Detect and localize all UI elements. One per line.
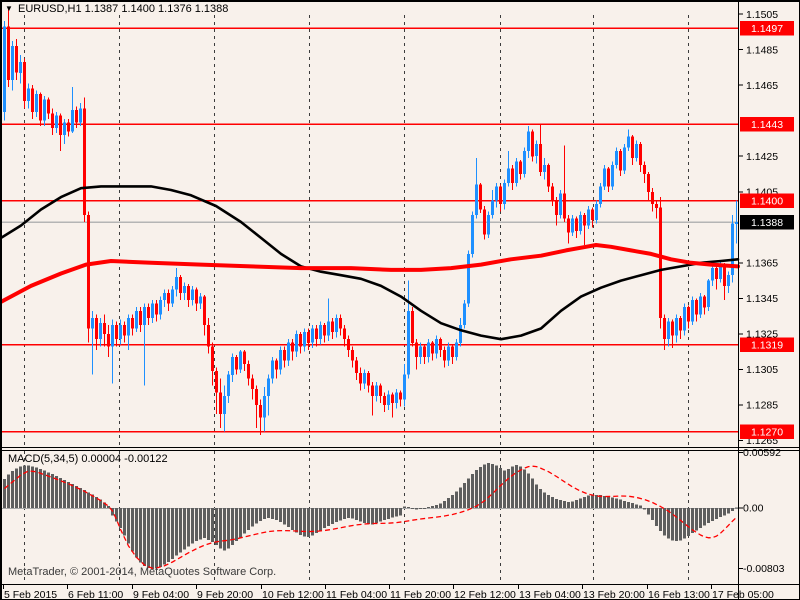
svg-text:-0.00803: -0.00803 [743,563,785,575]
svg-text:1.1443: 1.1443 [751,119,783,131]
level-lines[interactable] [1,27,738,433]
svg-text:1.1465: 1.1465 [746,80,778,92]
svg-text:1.1365: 1.1365 [746,258,778,270]
svg-text:1.1285: 1.1285 [746,400,778,412]
macd-histogram [3,463,738,569]
svg-text:17 Feb 05:00: 17 Feb 05:00 [712,589,774,600]
svg-text:1.1388: 1.1388 [751,217,783,229]
candles [3,7,738,436]
symbol-dropdown-icon[interactable]: ▼ [5,4,13,13]
macd-signal-line [4,465,737,570]
svg-text:13 Feb 04:00: 13 Feb 04:00 [519,589,581,600]
svg-text:11 Feb 04:00: 11 Feb 04:00 [326,589,387,600]
svg-text:1.1485: 1.1485 [746,45,778,57]
svg-text:1.1305: 1.1305 [746,364,778,376]
svg-text:12 Feb 12:00: 12 Feb 12:00 [454,589,516,600]
svg-text:13 Feb 20:00: 13 Feb 20:00 [583,589,645,600]
svg-text:10 Feb 12:00: 10 Feb 12:00 [262,589,324,600]
svg-text:5 Feb 2015: 5 Feb 2015 [4,589,57,600]
svg-text:1.1319: 1.1319 [751,339,783,351]
svg-text:11 Feb 20:00: 11 Feb 20:00 [390,589,451,600]
svg-text:9 Feb 20:00: 9 Feb 20:00 [197,589,253,600]
svg-text:1.1497: 1.1497 [751,23,783,35]
time-axis[interactable]: 5 Feb 2015 6 Feb 11:00 9 Feb 04:00 9 Feb 20… [3,585,775,600]
ma-red-line [1,243,740,304]
svg-text:9 Feb 04:00: 9 Feb 04:00 [133,589,189,600]
svg-text:0.00: 0.00 [743,503,764,515]
svg-text:16 Feb 13:00: 16 Feb 13:00 [648,589,710,600]
svg-text:1.1270: 1.1270 [751,426,783,438]
svg-text:1.1345: 1.1345 [746,293,778,305]
price-axis[interactable]: 1.15051.14851.14651.14251.14051.13651.13… [738,9,794,575]
svg-text:1.1425: 1.1425 [746,151,778,163]
svg-text:1.1505: 1.1505 [746,9,778,21]
svg-text:1.1400: 1.1400 [751,195,783,207]
ma-black-line [1,185,740,341]
svg-text:0.00592: 0.00592 [743,447,781,459]
svg-text:6 Feb 11:00: 6 Feb 11:00 [68,589,123,600]
current-price-badge [740,214,794,230]
